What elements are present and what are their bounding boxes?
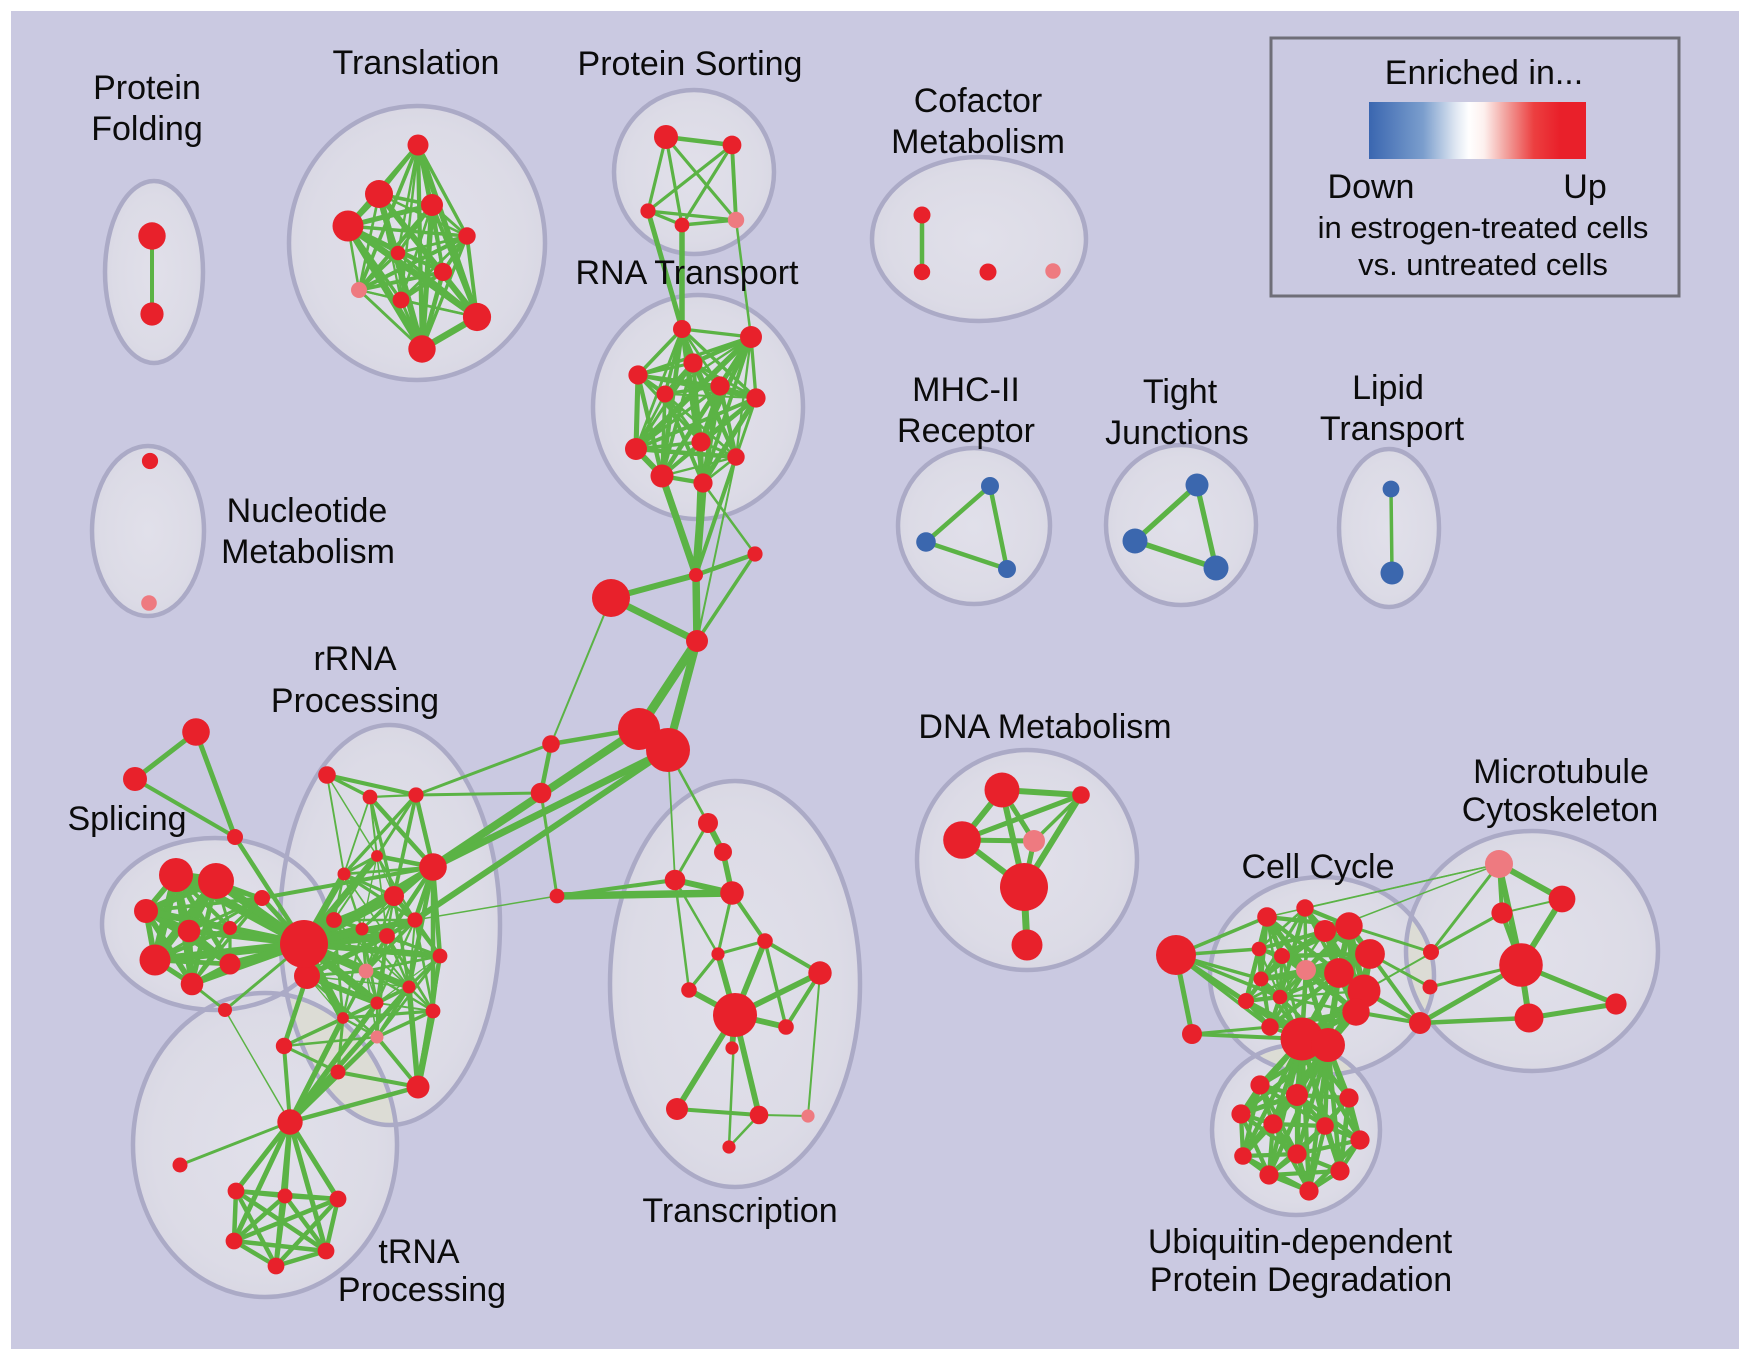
svg-text:Down: Down — [1328, 168, 1415, 206]
svg-text:Metabolism: Metabolism — [891, 123, 1065, 161]
svg-text:Junctions: Junctions — [1105, 414, 1249, 452]
svg-text:in estrogen-treated cells: in estrogen-treated cells — [1318, 210, 1649, 245]
svg-text:Protein: Protein — [93, 69, 201, 107]
svg-text:MHC-II: MHC-II — [912, 371, 1020, 409]
svg-text:Enriched in...: Enriched in... — [1385, 54, 1583, 92]
svg-text:Transport: Transport — [1320, 410, 1465, 448]
svg-text:Lipid: Lipid — [1352, 369, 1424, 407]
svg-text:Nucleotide: Nucleotide — [227, 492, 388, 530]
svg-text:Translation: Translation — [333, 44, 500, 82]
svg-text:DNA Metabolism: DNA Metabolism — [918, 708, 1171, 746]
svg-text:Microtubule: Microtubule — [1473, 753, 1649, 791]
svg-text:Splicing: Splicing — [67, 800, 186, 838]
svg-text:Cell Cycle: Cell Cycle — [1241, 848, 1394, 886]
svg-text:Protein Sorting: Protein Sorting — [578, 45, 803, 83]
svg-text:Tight: Tight — [1143, 373, 1218, 411]
svg-text:Cytoskeleton: Cytoskeleton — [1462, 791, 1659, 829]
svg-text:Folding: Folding — [91, 110, 203, 148]
svg-text:Up: Up — [1563, 168, 1606, 206]
svg-text:vs. untreated cells: vs. untreated cells — [1358, 247, 1608, 282]
svg-text:RNA Transport: RNA Transport — [576, 254, 800, 292]
svg-text:Protein Degradation: Protein Degradation — [1150, 1261, 1452, 1299]
svg-text:Metabolism: Metabolism — [221, 533, 395, 571]
svg-text:Receptor: Receptor — [897, 412, 1035, 450]
svg-text:Cofactor: Cofactor — [914, 82, 1043, 120]
svg-text:Processing: Processing — [271, 682, 439, 720]
svg-text:Processing: Processing — [338, 1271, 506, 1309]
svg-text:Transcription: Transcription — [642, 1192, 837, 1230]
svg-text:tRNA: tRNA — [378, 1233, 460, 1271]
svg-text:Ubiquitin-dependent: Ubiquitin-dependent — [1148, 1223, 1453, 1261]
svg-text:rRNA: rRNA — [313, 640, 396, 678]
